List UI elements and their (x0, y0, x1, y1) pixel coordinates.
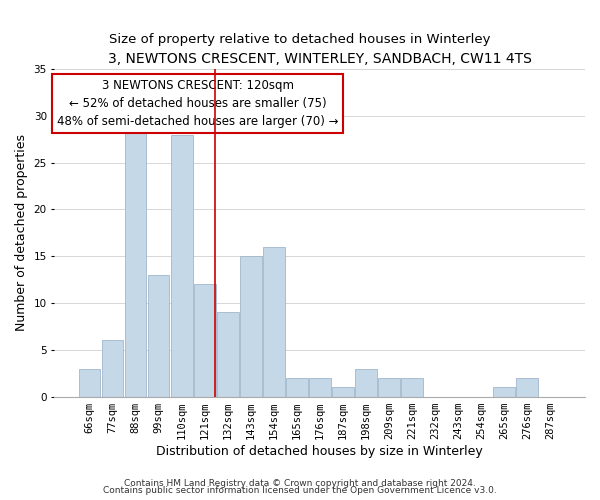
Bar (378, 378, 400, 396)
Bar (217, 312, 239, 396)
Text: 3 NEWTONS CRESCENT: 120sqm
← 52% of detached houses are smaller (75)
48% of semi: 3 NEWTONS CRESCENT: 120sqm ← 52% of deta… (57, 79, 338, 128)
Bar (125, 125, 146, 396)
Bar (516, 378, 538, 396)
Bar (194, 284, 215, 397)
Bar (493, 387, 515, 396)
Bar (286, 378, 308, 396)
Bar (401, 378, 423, 396)
Bar (170, 134, 193, 396)
Bar (148, 275, 169, 396)
Text: Contains public sector information licensed under the Open Government Licence v3: Contains public sector information licen… (103, 486, 497, 495)
Bar (240, 256, 262, 396)
X-axis label: Distribution of detached houses by size in Winterley: Distribution of detached houses by size … (157, 444, 483, 458)
Bar (332, 387, 353, 396)
Y-axis label: Number of detached properties: Number of detached properties (15, 134, 28, 332)
Bar (79, 368, 100, 396)
Bar (309, 378, 331, 396)
Title: 3, NEWTONS CRESCENT, WINTERLEY, SANDBACH, CW11 4TS: 3, NEWTONS CRESCENT, WINTERLEY, SANDBACH… (108, 52, 532, 66)
Bar (101, 340, 124, 396)
Text: Contains HM Land Registry data © Crown copyright and database right 2024.: Contains HM Land Registry data © Crown c… (124, 478, 476, 488)
Bar (263, 247, 284, 396)
Bar (355, 368, 377, 396)
Text: Size of property relative to detached houses in Winterley: Size of property relative to detached ho… (109, 32, 491, 46)
